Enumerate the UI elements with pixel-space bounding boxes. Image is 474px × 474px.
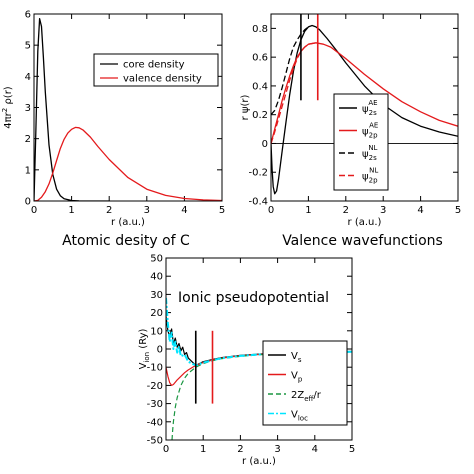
y-tick-label: 0.6 [252,53,268,64]
x-tick-label: 0 [31,205,37,216]
y-tick-label: 0 [25,197,31,208]
legend: ψ2sAE ψ2pAE ψ2sNL ψ2pNL [333,93,389,191]
y-tick-label: 1 [25,165,31,176]
legend-entry: ψ2pAE [362,122,378,140]
legend-entry: 2Zeff/r [291,390,322,403]
plot-frame [270,13,459,202]
x-tick-label: 2 [343,205,349,216]
x-axis-label: r (a.u.) [111,217,145,228]
series-line-core-density [34,18,110,201]
chart-caption: Valence wavefunctions [282,233,443,249]
y-axis-label: Vion (Ry) [138,328,151,369]
x-tick-label: 2 [106,205,112,216]
chart-caption: Ionic pseudopotential [178,290,329,306]
chart-3: 0 1 2 3 4 5 -50 -40 -30 -20 -10 0 10 20 30 40 50 r (a.u.)… [138,254,355,468]
x-tick-label: 3 [380,205,386,216]
chart-1: 0 1 2 3 4 5 0 1 2 3 4 5 6 r (a.u.) 4πr2 ρ(r) Atomic des… [1,10,225,250]
legend: core density valence density [93,53,219,87]
legend-entry: Vp [291,371,303,384]
y-tick-label: -0.4 [248,197,268,208]
y-tick-label: 10 [150,326,163,337]
x-tick-label: 3 [274,444,280,455]
chart-2: 0 1 2 3 4 5 -0.4 -0.2 0 0.2 0.4 0.6 0.8 r (a.u.) r ψ(r… [240,13,461,249]
x-tick-label: 2 [237,444,243,455]
y-axis-label: r ψ(r) [240,95,251,121]
legend-entry: core density [123,60,185,71]
y-tick-label: 0 [157,345,163,356]
x-tick-label: 0 [163,444,169,455]
x-axis-label: r (a.u.) [242,456,276,467]
y-tick-label: 0.4 [252,81,268,92]
y-tick-label: 20 [150,308,163,319]
series-line-2zeff-r [171,351,352,440]
y-tick-label: 40 [150,272,163,283]
legend-box [333,93,389,191]
x-tick-label: 3 [144,205,150,216]
y-tick-label: 0 [262,139,268,150]
x-tick-label: 5 [349,444,355,455]
y-tick-label: 0.2 [252,110,268,121]
series-line-valence-density [34,126,222,201]
plot-frame [165,257,353,441]
y-tick-label: 4 [25,72,31,83]
legend: Vs Vp 2Zeff/r Vloc [262,340,348,426]
y-axis-label: 4πr2 ρ(r) [1,86,14,129]
legend-entry: ψ2sNL [362,144,378,162]
chart-caption: Atomic desity of C [62,233,190,249]
plot-area [34,18,222,201]
y-tick-label: -10 [147,363,163,374]
plot-frame [33,13,223,202]
y-tick-label: 50 [150,254,163,265]
x-tick-label: 4 [181,205,187,216]
x-axis-label: r (a.u.) [348,217,382,228]
legend-entry: valence density [123,74,202,85]
legend-entry: Vs [291,351,302,364]
y-tick-label: 2 [25,134,31,145]
series-line--2p-nl [271,42,317,144]
x-tick-label: 1 [68,205,74,216]
y-tick-label: -50 [147,436,163,447]
legend-entry: Vloc [291,410,308,423]
y-tick-label: 5 [25,41,31,52]
legend-box [93,53,219,87]
x-tick-label: 4 [312,444,318,455]
y-tick-label: 3 [25,103,31,114]
x-tick-label: 5 [219,205,225,216]
y-tick-label: 6 [25,10,31,21]
x-tick-label: 0 [268,205,274,216]
y-tick-label: -40 [147,417,163,428]
y-tick-label: -0.2 [248,168,268,179]
x-tick-label: 5 [455,205,461,216]
x-tick-label: 4 [417,205,423,216]
y-tick-label: 0.8 [252,24,268,35]
x-tick-label: 1 [305,205,311,216]
x-tick-label: 1 [200,444,206,455]
y-tick-label: -20 [147,381,163,392]
y-tick-label: -30 [147,399,163,410]
y-tick-label: 30 [150,290,163,301]
legend-box [262,340,348,426]
series-line--2s-nl [271,26,309,116]
legend-entry: ψ2pNL [362,167,378,185]
legend-entry: ψ2sAE [362,99,378,117]
